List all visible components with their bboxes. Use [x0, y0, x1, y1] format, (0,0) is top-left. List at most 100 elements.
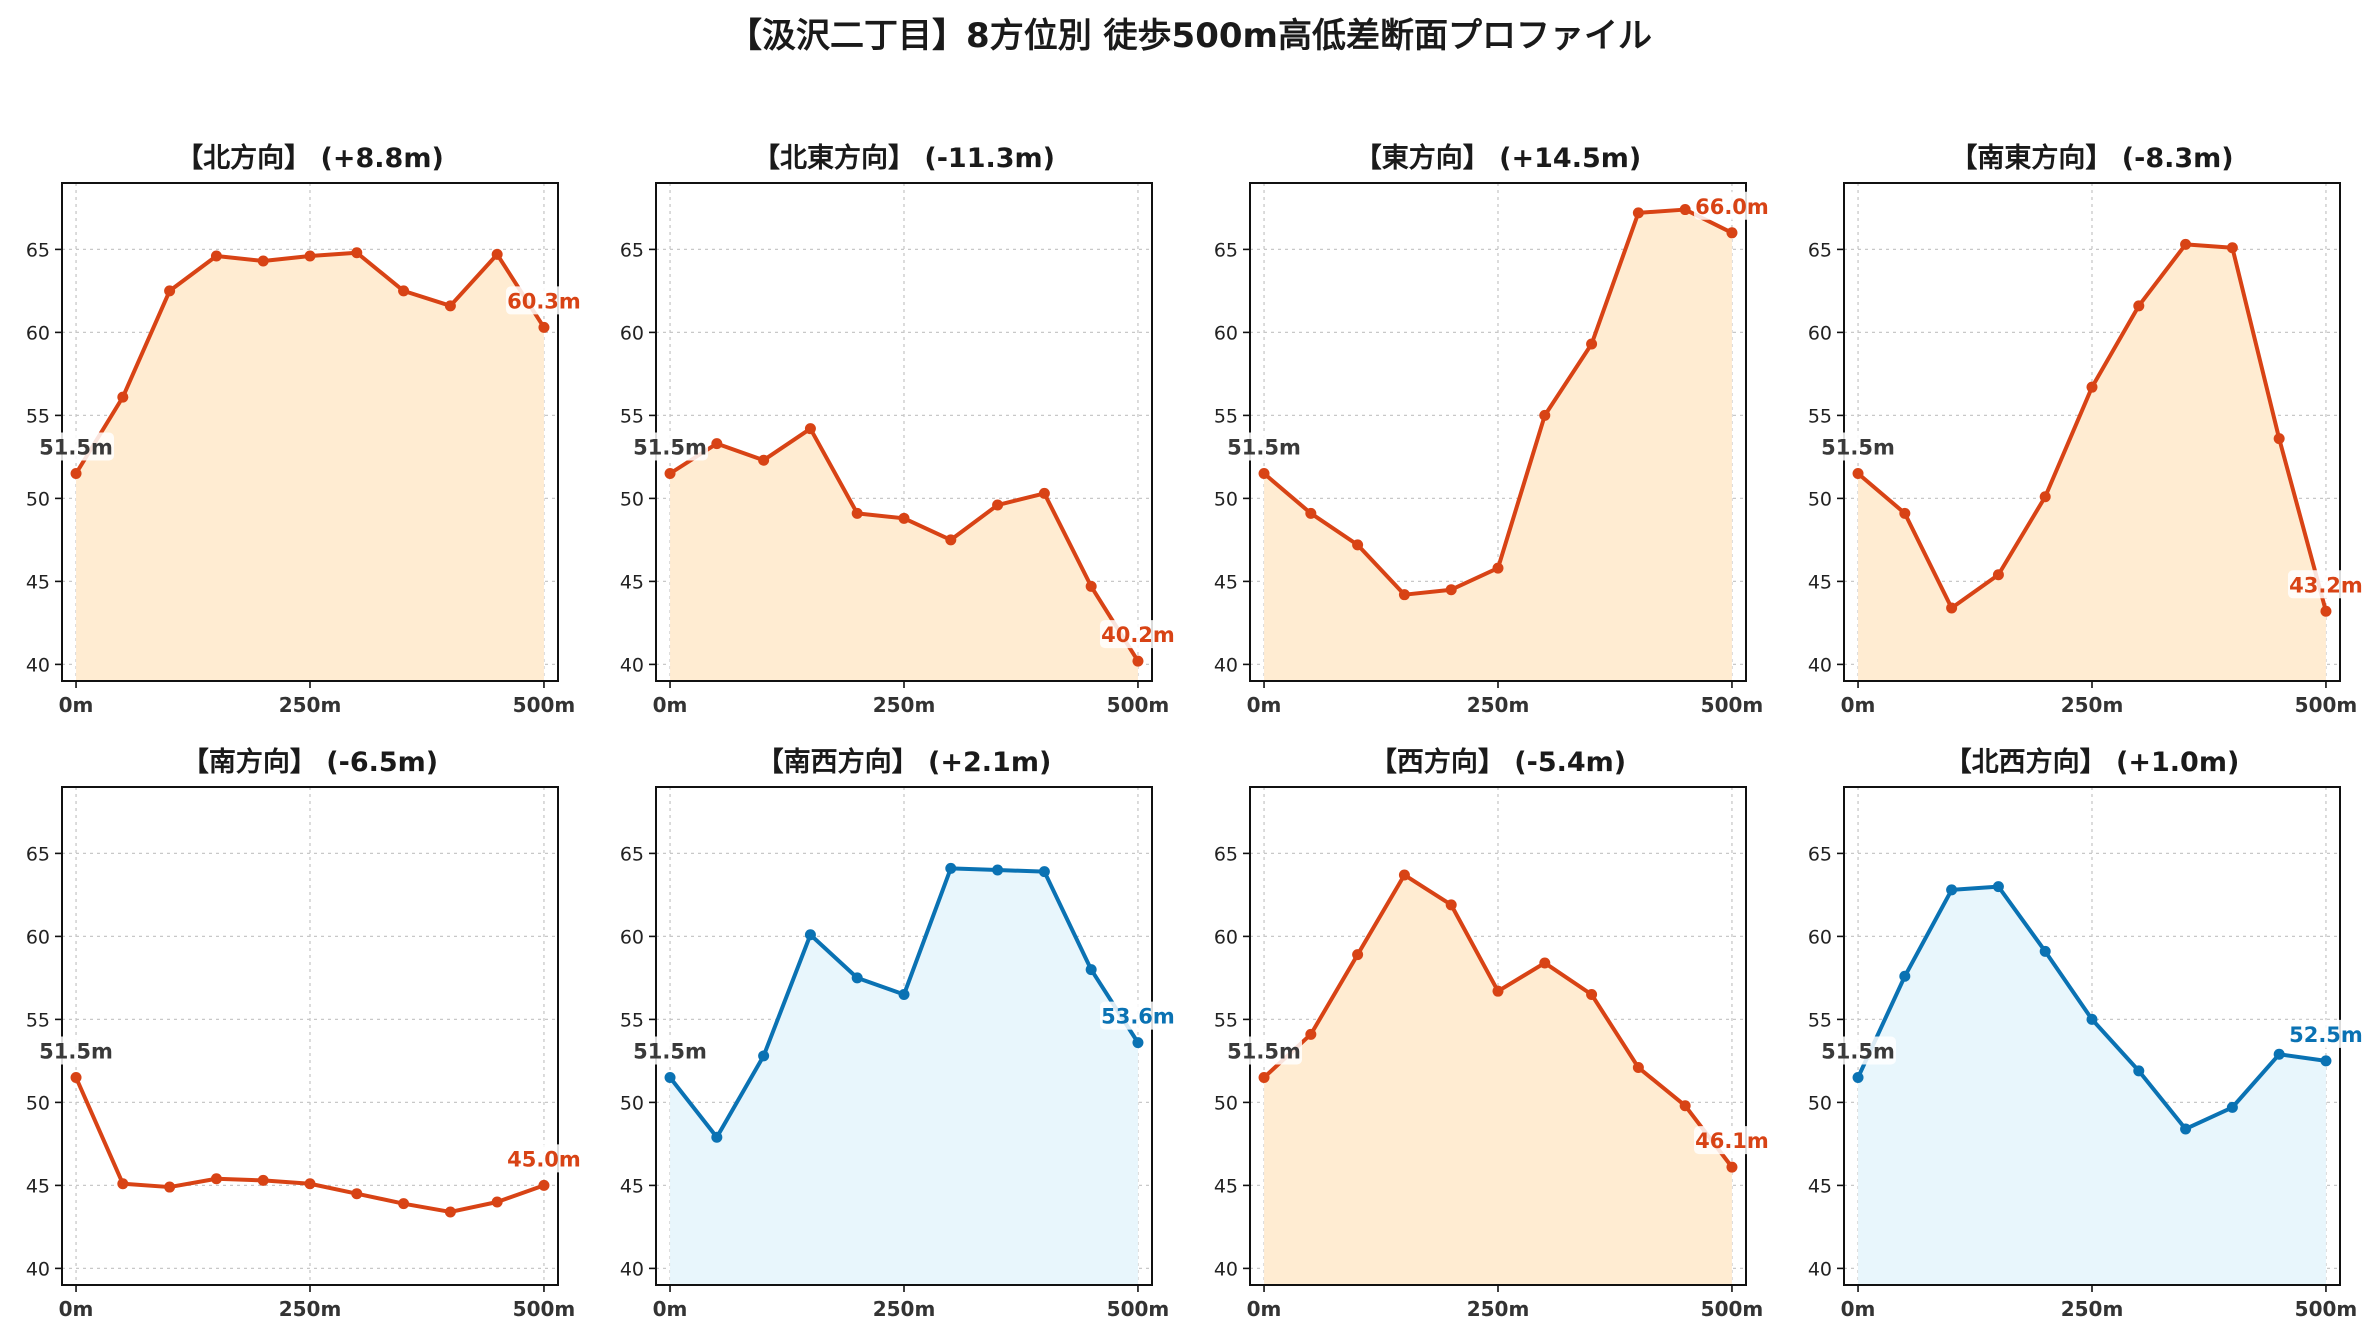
end-label-bg [1099, 620, 1176, 649]
start-label-bg [632, 1036, 709, 1065]
data-point [117, 1178, 129, 1190]
x-tick-label: 0m [653, 1297, 688, 1321]
data-point [1038, 487, 1050, 499]
data-point [1852, 1072, 1864, 1083]
y-tick-label: 50 [1808, 1092, 1832, 1114]
data-point [1679, 204, 1691, 216]
data-point [351, 1188, 363, 1200]
start-label: 51.5m [39, 1040, 113, 1064]
data-point [711, 438, 723, 450]
start-label: 51.5m [633, 1040, 707, 1064]
end-label: 40.2m [1101, 623, 1175, 647]
y-tick-label: 45 [620, 571, 644, 593]
data-point [210, 1173, 222, 1185]
data-point [851, 972, 863, 984]
end-label: 60.3m [507, 289, 581, 313]
data-point [2320, 605, 2332, 617]
y-tick-label: 50 [1808, 488, 1832, 510]
x-tick-label: 250m [2061, 693, 2124, 717]
data-point [1586, 338, 1598, 350]
data-point [1258, 468, 1270, 479]
data-point [1679, 1100, 1691, 1112]
area-fill [1264, 209, 1732, 681]
data-point [2086, 1013, 2098, 1025]
data-point [945, 534, 957, 546]
x-tick-label: 0m [59, 693, 94, 717]
y-tick-label: 60 [26, 926, 50, 948]
y-tick-label: 55 [1214, 405, 1238, 427]
data-point [1632, 1062, 1644, 1074]
data-point [2180, 238, 2192, 250]
start-label: 51.5m [633, 436, 707, 460]
y-tick-label: 60 [620, 926, 644, 948]
data-point [1586, 989, 1598, 1000]
end-label: 43.2m [2289, 573, 2363, 597]
end-label-bg [2287, 570, 2364, 599]
end-label: 46.1m [1695, 1129, 1769, 1153]
data-point [304, 250, 316, 262]
panel-title: 【北西方向】 (+1.0m) [1945, 746, 2240, 778]
x-tick-label: 250m [279, 1297, 342, 1321]
data-point [1305, 507, 1317, 519]
panel-title: 【南東方向】 (-8.3m) [1950, 142, 2233, 174]
y-tick-label: 40 [620, 654, 644, 676]
data-point [491, 1196, 503, 1208]
data-point [1398, 589, 1410, 601]
data-point [664, 468, 676, 479]
x-tick-label: 0m [1247, 693, 1282, 717]
y-tick-label: 40 [1808, 654, 1832, 676]
data-point [398, 1198, 410, 1210]
plot-frame [61, 786, 559, 1286]
y-tick-label: 50 [26, 488, 50, 510]
data-point [2320, 1055, 2332, 1067]
data-point [992, 499, 1004, 511]
data-point [257, 1174, 269, 1186]
data-point [1258, 1072, 1270, 1083]
data-point [1132, 1037, 1144, 1049]
data-point [1492, 562, 1504, 574]
start-label-bg [1820, 1036, 1897, 1065]
start-label-bg [38, 1036, 115, 1065]
area-fill [670, 868, 1138, 1285]
y-tick-label: 55 [26, 405, 50, 427]
data-point [304, 1178, 316, 1190]
data-point [1038, 866, 1050, 878]
data-point [1899, 970, 1911, 982]
data-point [711, 1131, 723, 1143]
start-label-bg [632, 432, 709, 461]
y-tick-label: 50 [1214, 488, 1238, 510]
x-tick-label: 500m [2295, 1297, 2358, 1321]
start-label-bg [1226, 1036, 1303, 1065]
panel-title: 【東方向】 (+14.5m) [1355, 142, 1641, 174]
y-tick-label: 65 [1808, 843, 1832, 865]
y-tick-label: 40 [1214, 654, 1238, 676]
start-label-bg [1820, 432, 1897, 461]
end-label-bg [505, 1144, 582, 1173]
y-tick-label: 60 [1214, 926, 1238, 948]
x-tick-label: 0m [653, 693, 688, 717]
data-point [1492, 985, 1504, 997]
data-point [1992, 569, 2004, 581]
data-point [1946, 884, 1958, 896]
panel-title: 【西方向】 (-5.4m) [1370, 746, 1626, 778]
y-tick-label: 40 [26, 1258, 50, 1280]
start-label: 51.5m [1821, 436, 1895, 460]
x-tick-label: 250m [1467, 693, 1530, 717]
y-tick-label: 55 [26, 1009, 50, 1031]
data-point [1726, 1161, 1738, 1173]
y-tick-label: 65 [1214, 843, 1238, 865]
data-point [70, 1072, 82, 1083]
data-point [992, 864, 1004, 876]
data-point [2039, 945, 2051, 957]
y-tick-label: 40 [620, 1258, 644, 1280]
data-point [538, 321, 550, 333]
data-point [1992, 881, 2004, 893]
x-tick-label: 0m [59, 1297, 94, 1321]
y-tick-label: 65 [1808, 239, 1832, 261]
x-tick-label: 250m [2061, 1297, 2124, 1321]
data-point [2039, 491, 2051, 503]
end-label-bg [505, 286, 582, 315]
panel-title: 【南方向】 (-6.5m) [182, 746, 438, 778]
x-tick-label: 250m [873, 1297, 936, 1321]
data-point [1132, 655, 1144, 667]
